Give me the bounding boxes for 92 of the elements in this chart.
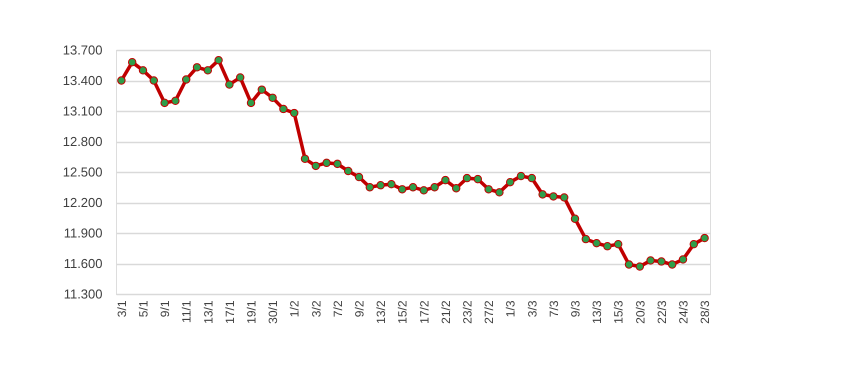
x-tick-label: 7/2 bbox=[330, 300, 345, 318]
point bbox=[214, 56, 223, 64]
point bbox=[560, 193, 568, 202]
x-tick-label: 15/3 bbox=[612, 300, 626, 324]
point bbox=[138, 66, 148, 75]
x-tick-label: 28/3 bbox=[698, 300, 712, 324]
point bbox=[387, 180, 396, 188]
x-tick-label: 22/3 bbox=[654, 300, 669, 324]
point bbox=[624, 260, 634, 269]
x-tick-label: 17/2 bbox=[417, 300, 432, 324]
point bbox=[204, 66, 212, 75]
point bbox=[484, 185, 493, 194]
point bbox=[657, 257, 666, 266]
x-tick-label: 9/2 bbox=[352, 300, 366, 318]
point bbox=[258, 85, 266, 94]
point bbox=[420, 186, 428, 194]
point bbox=[376, 181, 385, 190]
y-tick-label: 13.400 bbox=[62, 73, 102, 88]
point bbox=[182, 75, 190, 84]
point bbox=[128, 58, 136, 66]
point bbox=[462, 174, 472, 182]
x-tick-label: 3/1 bbox=[114, 300, 129, 318]
point bbox=[344, 166, 352, 176]
point bbox=[171, 96, 180, 106]
y-tick-label: 13.100 bbox=[62, 104, 102, 118]
point bbox=[614, 240, 622, 248]
point bbox=[516, 172, 526, 180]
point bbox=[528, 174, 536, 182]
point bbox=[366, 183, 374, 192]
point bbox=[668, 260, 676, 269]
y-tick-label: 11.300 bbox=[64, 286, 102, 302]
point bbox=[506, 178, 514, 186]
x-tick-label: 13/3 bbox=[590, 300, 604, 324]
x-tick-label: 23/2 bbox=[460, 300, 474, 324]
point bbox=[592, 238, 601, 248]
x-tick-label: 3/3 bbox=[525, 300, 540, 318]
point bbox=[312, 162, 320, 170]
point bbox=[117, 76, 126, 85]
x-tick-label: 3/2 bbox=[309, 300, 324, 318]
x-tick-label: 21/2 bbox=[438, 300, 453, 324]
x-tick-label: 15/2 bbox=[396, 300, 410, 324]
point bbox=[300, 154, 310, 163]
point bbox=[354, 172, 364, 182]
point bbox=[700, 234, 709, 242]
x-tick-label: 7/3 bbox=[546, 300, 561, 318]
x-tick-label: 1/2 bbox=[288, 300, 302, 318]
x-tick-label: 24/3 bbox=[676, 300, 690, 324]
point bbox=[582, 234, 590, 244]
x-tick-label: 13/2 bbox=[374, 300, 388, 324]
point bbox=[495, 188, 504, 197]
x-tick-label: 9/1 bbox=[158, 300, 172, 318]
point bbox=[398, 185, 406, 194]
point bbox=[430, 183, 439, 192]
x-tick-label: 13/1 bbox=[201, 300, 216, 324]
point bbox=[225, 80, 234, 89]
point bbox=[570, 214, 580, 223]
point bbox=[474, 174, 482, 184]
x-tick-label: 19/1 bbox=[244, 300, 258, 324]
point bbox=[322, 158, 331, 168]
x-tick-label: 1/3 bbox=[504, 300, 518, 318]
y-tick-label: 13.700 bbox=[62, 42, 102, 58]
point bbox=[150, 76, 158, 85]
x-tick-label: 20/3 bbox=[633, 300, 648, 324]
point bbox=[236, 73, 244, 82]
point bbox=[690, 240, 698, 248]
point bbox=[538, 190, 547, 199]
point bbox=[636, 262, 644, 271]
point bbox=[441, 176, 450, 184]
x-tick-label: 17/1 bbox=[222, 300, 237, 324]
point bbox=[408, 183, 418, 192]
point bbox=[452, 184, 460, 192]
point bbox=[549, 192, 558, 201]
point bbox=[333, 160, 342, 168]
point bbox=[646, 256, 655, 265]
y-tick-label: 12.500 bbox=[62, 164, 102, 180]
x-tick-label: 30/1 bbox=[266, 300, 280, 324]
x-tick-label: 9/3 bbox=[568, 300, 582, 318]
point bbox=[279, 104, 288, 114]
point bbox=[290, 108, 298, 118]
point bbox=[268, 94, 277, 102]
point bbox=[603, 242, 612, 250]
point bbox=[246, 98, 256, 108]
x-tick-label: 27/2 bbox=[482, 300, 496, 324]
point bbox=[192, 63, 202, 72]
x-tick-label: 5/1 bbox=[136, 300, 150, 318]
y-tick-label: 11.600 bbox=[64, 256, 102, 271]
point bbox=[160, 98, 169, 108]
y-tick-label: 11.900 bbox=[64, 226, 102, 240]
y-tick-label: 12.800 bbox=[62, 134, 102, 149]
point bbox=[678, 255, 688, 264]
y-tick-label: 12.200 bbox=[62, 195, 102, 210]
x-tick-label: 11/1 bbox=[180, 300, 194, 323]
